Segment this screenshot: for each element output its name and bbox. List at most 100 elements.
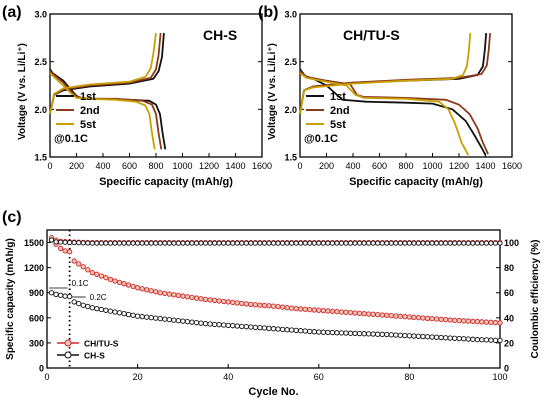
- capacity-point-CH-S: [89, 305, 95, 311]
- capacity-point-CH/TU-S: [329, 308, 336, 314]
- efficiency-point-CH-S: [465, 240, 471, 246]
- efficiency-point-CH-S: [67, 239, 73, 246]
- capacity-point-CH/TU-S: [361, 310, 367, 317]
- capacity-point-CH/TU-S: [347, 309, 354, 316]
- capacity-point-CH-S: [298, 328, 304, 334]
- capacity-point-CH/TU-S: [216, 298, 222, 304]
- capacity-point-CH/TU-S: [116, 279, 123, 286]
- y-tick-label: 600: [29, 313, 44, 323]
- legend-label: CH/TU-S: [84, 339, 119, 349]
- efficiency-point-CH-S: [257, 240, 263, 246]
- efficiency-point-CH-S: [338, 240, 345, 246]
- capacity-point-CH/TU-S: [80, 264, 86, 270]
- capacity-point-CH/TU-S: [175, 292, 182, 299]
- capacity-point-CH-S: [375, 331, 381, 337]
- capacity-point-CH/TU-S: [343, 309, 349, 315]
- capacity-point-CH-S: [492, 337, 499, 343]
- x-tick-label: 0: [47, 161, 52, 171]
- panel-label: (a): [2, 4, 22, 21]
- capacity-point-CH/TU-S: [261, 302, 268, 309]
- capacity-point-CH-S: [103, 307, 109, 313]
- efficiency-point-CH-S: [488, 240, 494, 246]
- rate-annotation: @0.1C: [54, 133, 88, 145]
- capacity-point-CH-S: [307, 328, 313, 335]
- capacity-point-CH/TU-S: [139, 286, 145, 292]
- efficiency-point-CH-S: [393, 240, 399, 246]
- efficiency-point-CH-S: [361, 240, 367, 246]
- capacity-point-CH/TU-S: [98, 273, 105, 279]
- capacity-point-CH/TU-S: [94, 271, 100, 277]
- capacity-point-CH-S: [275, 326, 281, 332]
- capacity-point-CH/TU-S: [171, 292, 177, 298]
- efficiency-point-CH-S: [125, 240, 132, 246]
- efficiency-point-CH-S: [112, 240, 118, 246]
- capacity-point-CH-S: [433, 334, 440, 340]
- efficiency-point-CH-S: [243, 240, 249, 246]
- capacity-point-CH-S: [338, 330, 345, 336]
- capacity-point-CH-S: [384, 331, 390, 338]
- efficiency-point-CH-S: [452, 240, 458, 246]
- capacity-point-CH/TU-S: [411, 314, 417, 320]
- capacity-point-CH-S: [121, 310, 127, 317]
- capacity-point-CH-S: [225, 322, 231, 328]
- capacity-point-CH/TU-S: [107, 276, 114, 282]
- x-tick-label: 800: [148, 161, 163, 171]
- capacity-point-CH-S: [171, 317, 177, 323]
- capacity-point-CH/TU-S: [393, 313, 399, 319]
- capacity-point-CH-S: [415, 333, 422, 339]
- x-tick-label: 40: [223, 372, 233, 382]
- capacity-point-CH-S: [452, 335, 458, 341]
- efficiency-point-CH-S: [189, 240, 195, 246]
- efficiency-point-CH-S: [347, 240, 354, 246]
- capacity-point-CH-S: [189, 319, 195, 325]
- capacity-point-CH/TU-S: [365, 311, 372, 317]
- capacity-point-CH-S: [365, 331, 372, 337]
- capacity-point-CH/TU-S: [275, 303, 281, 310]
- capacity-point-CH-S: [424, 334, 431, 340]
- efficiency-point-CH-S: [98, 240, 104, 246]
- legend-swatch-marker: [64, 339, 72, 347]
- capacity-point-CH-S: [284, 327, 290, 333]
- y-tick-label: 0: [39, 364, 44, 374]
- capacity-point-CH-S: [420, 333, 426, 340]
- capacity-point-CH-S: [329, 329, 336, 336]
- y-tick-label: 2.5: [34, 57, 47, 67]
- capacity-point-CH-S: [94, 305, 100, 312]
- capacity-point-CH/TU-S: [198, 296, 204, 302]
- efficiency-point-CH-S: [148, 240, 154, 246]
- capacity-point-CH/TU-S: [452, 317, 458, 323]
- efficiency-point-CH-S: [180, 240, 186, 246]
- capacity-point-CH/TU-S: [424, 315, 431, 321]
- efficiency-point-CH-S: [289, 240, 295, 246]
- capacity-point-CH-S: [488, 337, 494, 343]
- x-tick-label: 200: [319, 161, 334, 171]
- y-tick-label: 1.5: [34, 153, 47, 163]
- capacity-point-CH-S: [343, 330, 349, 336]
- capacity-point-CH/TU-S: [85, 267, 91, 273]
- efficiency-point-CH-S: [434, 240, 440, 246]
- capacity-point-CH/TU-S: [429, 316, 435, 322]
- capacity-point-CH/TU-S: [325, 308, 331, 314]
- capacity-point-CH/TU-S: [266, 303, 272, 309]
- efficiency-point-CH-S: [483, 240, 489, 246]
- capacity-point-CH-S: [125, 311, 132, 318]
- capacity-point-CH/TU-S: [492, 319, 499, 326]
- efficiency-point-CH-S: [415, 240, 422, 246]
- capacity-point-CH/TU-S: [144, 287, 150, 293]
- efficiency-point-CH-S: [248, 240, 254, 246]
- efficiency-point-CH-S: [116, 240, 123, 246]
- x-tick-label: 1000: [422, 161, 442, 171]
- capacity-point-CH-S: [261, 325, 268, 331]
- capacity-point-CH/TU-S: [442, 317, 449, 323]
- capacity-point-CH/TU-S: [76, 261, 82, 267]
- efficiency-point-CH-S: [307, 240, 313, 246]
- capacity-point-CH/TU-S: [406, 314, 413, 320]
- capacity-point-CH/TU-S: [320, 307, 326, 314]
- legend-label: 1st: [330, 91, 346, 103]
- capacity-point-CH/TU-S: [243, 301, 249, 307]
- x-tick-label: 1400: [475, 161, 495, 171]
- capacity-point-CH/TU-S: [62, 248, 68, 254]
- panel-label: (b): [258, 4, 278, 21]
- efficiency-point-CH-S: [424, 240, 431, 246]
- capacity-point-CH/TU-S: [388, 312, 394, 319]
